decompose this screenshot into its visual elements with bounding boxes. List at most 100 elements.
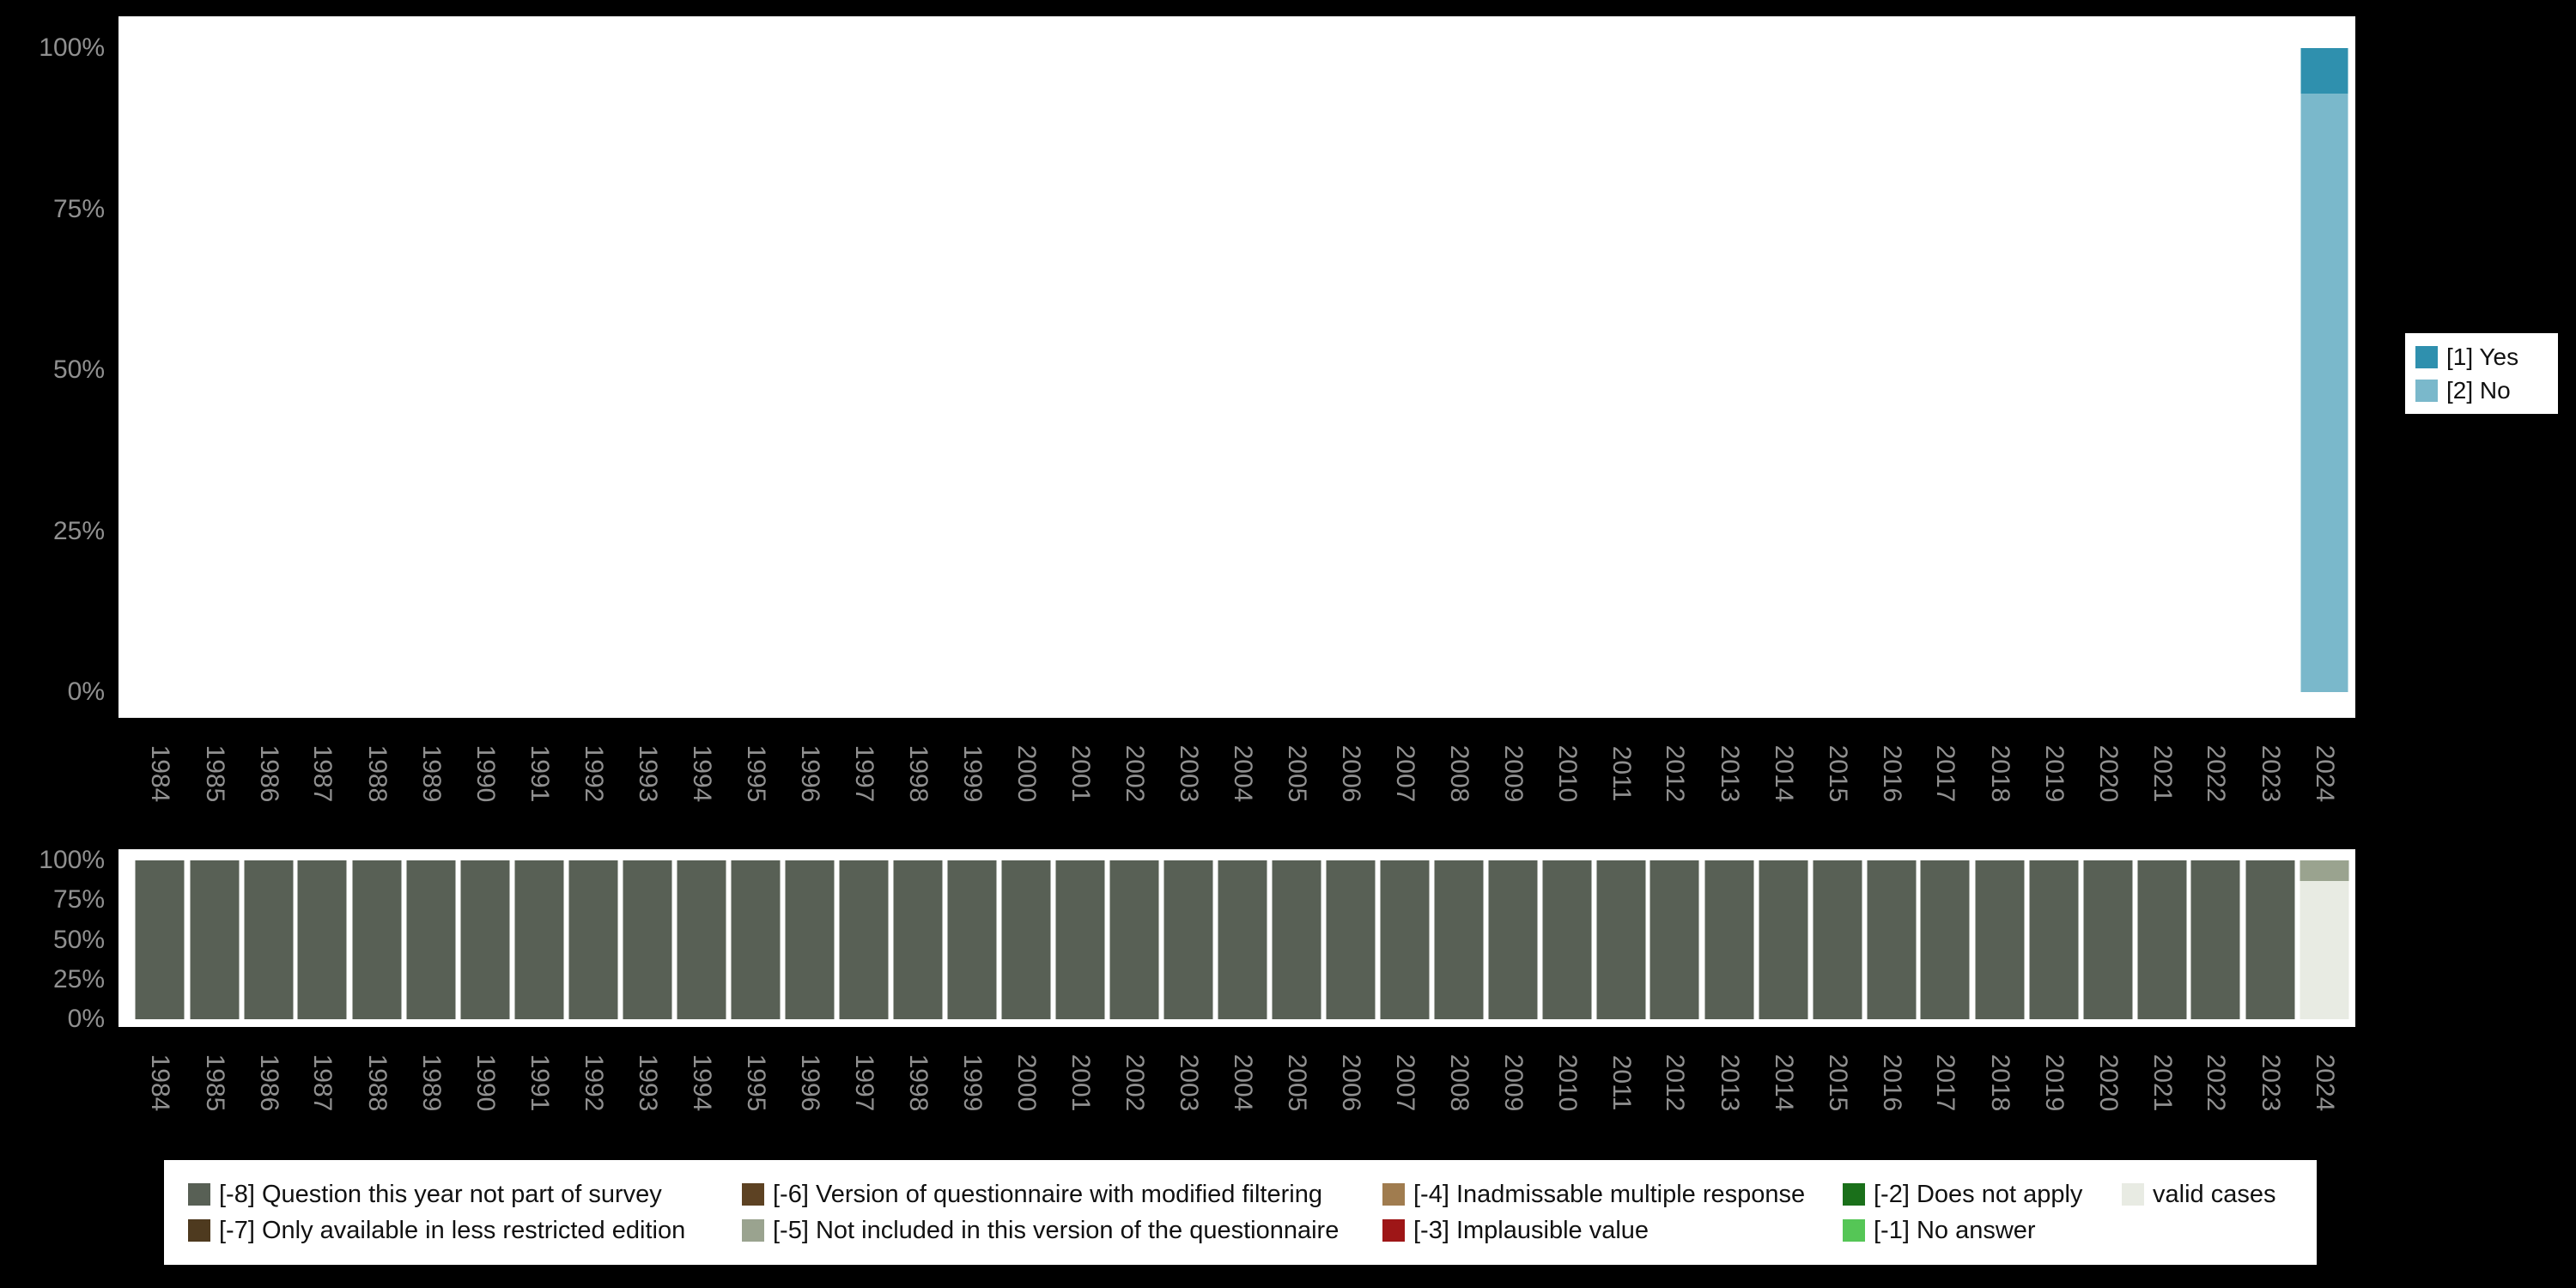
bar-1996	[786, 48, 833, 692]
legend-swatch-m7	[188, 1219, 210, 1242]
legend-label: [-7] Only available in less restricted e…	[219, 1216, 686, 1244]
bottom-chart-x-axis: 1984 1985 1986 1987 1988 1989 1990 1991 1992 1993…	[133, 1032, 2351, 1133]
bar-2003	[1164, 48, 1212, 692]
x-axis-year-label: 2003	[1174, 1054, 1203, 1112]
y-axis-label: 75%	[52, 885, 105, 914]
bottom-chart-plot-area	[133, 860, 2351, 1019]
bar-segment-m8	[406, 860, 455, 1019]
bar-segment-m8	[1867, 860, 1916, 1019]
bar-segment-m8	[1380, 860, 1429, 1019]
x-axis-year-label: 2008	[1444, 744, 1473, 803]
bar-2005	[1272, 860, 1321, 1019]
x-axis-year-label: 1991	[525, 1054, 554, 1112]
bar-2001	[1056, 48, 1103, 692]
bar-2000	[1001, 860, 1050, 1019]
x-axis-year-label: 2011	[1607, 1054, 1636, 1111]
x-axis-year-label: 1999	[957, 744, 987, 803]
bar-2022	[2190, 860, 2240, 1019]
x-axis-year-label: 2010	[1552, 744, 1582, 803]
legend-swatch-m4	[1382, 1183, 1405, 1206]
legend-label: [-5] Not included in this version of the…	[773, 1216, 1340, 1244]
x-axis-year-label: 2018	[1985, 744, 2014, 803]
x-axis-year-label: 1996	[795, 744, 824, 803]
x-axis-year-label: 2023	[2256, 1054, 2285, 1112]
x-axis-year-label: 1997	[849, 744, 878, 803]
bar-2003	[1163, 860, 1212, 1019]
bar-2002	[1110, 48, 1157, 692]
x-axis-year-label: 1989	[416, 744, 446, 803]
x-axis-year-label: 2005	[1282, 744, 1311, 803]
bar-2012	[1649, 860, 1699, 1019]
x-axis-year-label: 2020	[2093, 744, 2123, 803]
legend-item: valid cases	[2122, 1181, 2317, 1209]
bar-2024	[2300, 48, 2348, 692]
x-axis-year-label: 2015	[1823, 1054, 1852, 1112]
x-axis-year-label: 2019	[2039, 744, 2069, 803]
bar-segment-m8	[893, 860, 942, 1019]
x-axis-year-label: 1990	[471, 744, 500, 803]
bar-2015	[1813, 860, 1862, 1019]
x-axis-year-label: 2009	[1498, 1054, 1528, 1112]
y-axis-label: 50%	[52, 355, 105, 384]
x-axis-year-label: 2008	[1444, 1054, 1473, 1112]
x-axis-year-label: 2001	[1066, 744, 1095, 803]
x-axis-year-label: 1994	[687, 1054, 716, 1112]
x-axis-year-label: 1988	[362, 1054, 392, 1112]
x-axis-year-label: 2002	[1120, 744, 1149, 803]
bar-1997	[839, 860, 888, 1019]
x-axis-year-label: 2000	[1012, 1054, 1041, 1112]
x-axis-year-label: 2017	[1931, 1054, 1960, 1112]
x-axis-year-label: 2013	[1715, 744, 1744, 803]
x-axis-year-label: 2006	[1336, 1054, 1365, 1112]
bar-1984	[135, 860, 185, 1019]
bar-1996	[785, 860, 834, 1019]
x-axis-year-label: 1984	[146, 744, 175, 803]
bar-2000	[1002, 48, 1049, 692]
bar-2016	[1868, 48, 1915, 692]
bar-segment-m8	[785, 860, 834, 1019]
x-axis-year-label: 1994	[687, 744, 716, 803]
bar-segment-m8	[1542, 860, 1591, 1019]
bar-segment-m8	[1109, 860, 1158, 1019]
x-axis-year-label: 1996	[795, 1054, 824, 1112]
bar-1993	[623, 860, 671, 1019]
bar-2014	[1759, 48, 1807, 692]
x-axis-year-label: 1998	[903, 744, 933, 803]
bar-1988	[352, 860, 401, 1019]
bar-2020	[2084, 48, 2131, 692]
x-axis-year-label: 2023	[2256, 744, 2285, 803]
top-chart-plot-area	[133, 48, 2351, 692]
bar-segment-no	[2300, 93, 2348, 692]
bar-2021	[2137, 860, 2186, 1019]
bar-segment-m8	[135, 860, 185, 1019]
bar-1999	[948, 48, 995, 692]
bar-segment-m5	[2300, 860, 2348, 882]
legend-label: [-2] Does not apply	[1874, 1180, 2083, 1208]
bar-1999	[947, 860, 996, 1019]
y-axis-label: 100%	[39, 33, 105, 62]
bar-1987	[297, 860, 347, 1019]
bar-segment-m8	[1001, 860, 1050, 1019]
bar-1985	[191, 48, 238, 692]
x-axis-year-label: 2012	[1661, 744, 1690, 803]
x-axis-year-label: 2017	[1931, 744, 1960, 803]
legend-item: [-1] No answer	[1843, 1217, 2122, 1245]
bar-segment-yes	[2300, 48, 2348, 94]
x-axis-year-label: 2019	[2039, 1054, 2069, 1112]
x-axis-year-label: 2022	[2202, 1054, 2231, 1112]
x-axis-year-label: 2021	[2148, 744, 2177, 803]
bar-segment-m8	[1704, 860, 1753, 1019]
bar-segment-m8	[1920, 860, 1970, 1019]
legend-item: [-4] Inadmissable multiple response	[1382, 1181, 1843, 1209]
bar-2023	[2246, 48, 2293, 692]
bar-segment-m8	[2029, 860, 2078, 1019]
x-axis-year-label: 1993	[633, 1054, 662, 1112]
bar-2014	[1759, 860, 1807, 1019]
bar-segment-m8	[244, 860, 293, 1019]
bar-2004	[1218, 48, 1266, 692]
bar-segment-m8	[2190, 860, 2240, 1019]
x-axis-year-label: 2018	[1985, 1054, 2014, 1112]
bar-1990	[460, 860, 509, 1019]
bar-2019	[2029, 860, 2078, 1019]
legend-swatch-valid	[2122, 1183, 2144, 1206]
